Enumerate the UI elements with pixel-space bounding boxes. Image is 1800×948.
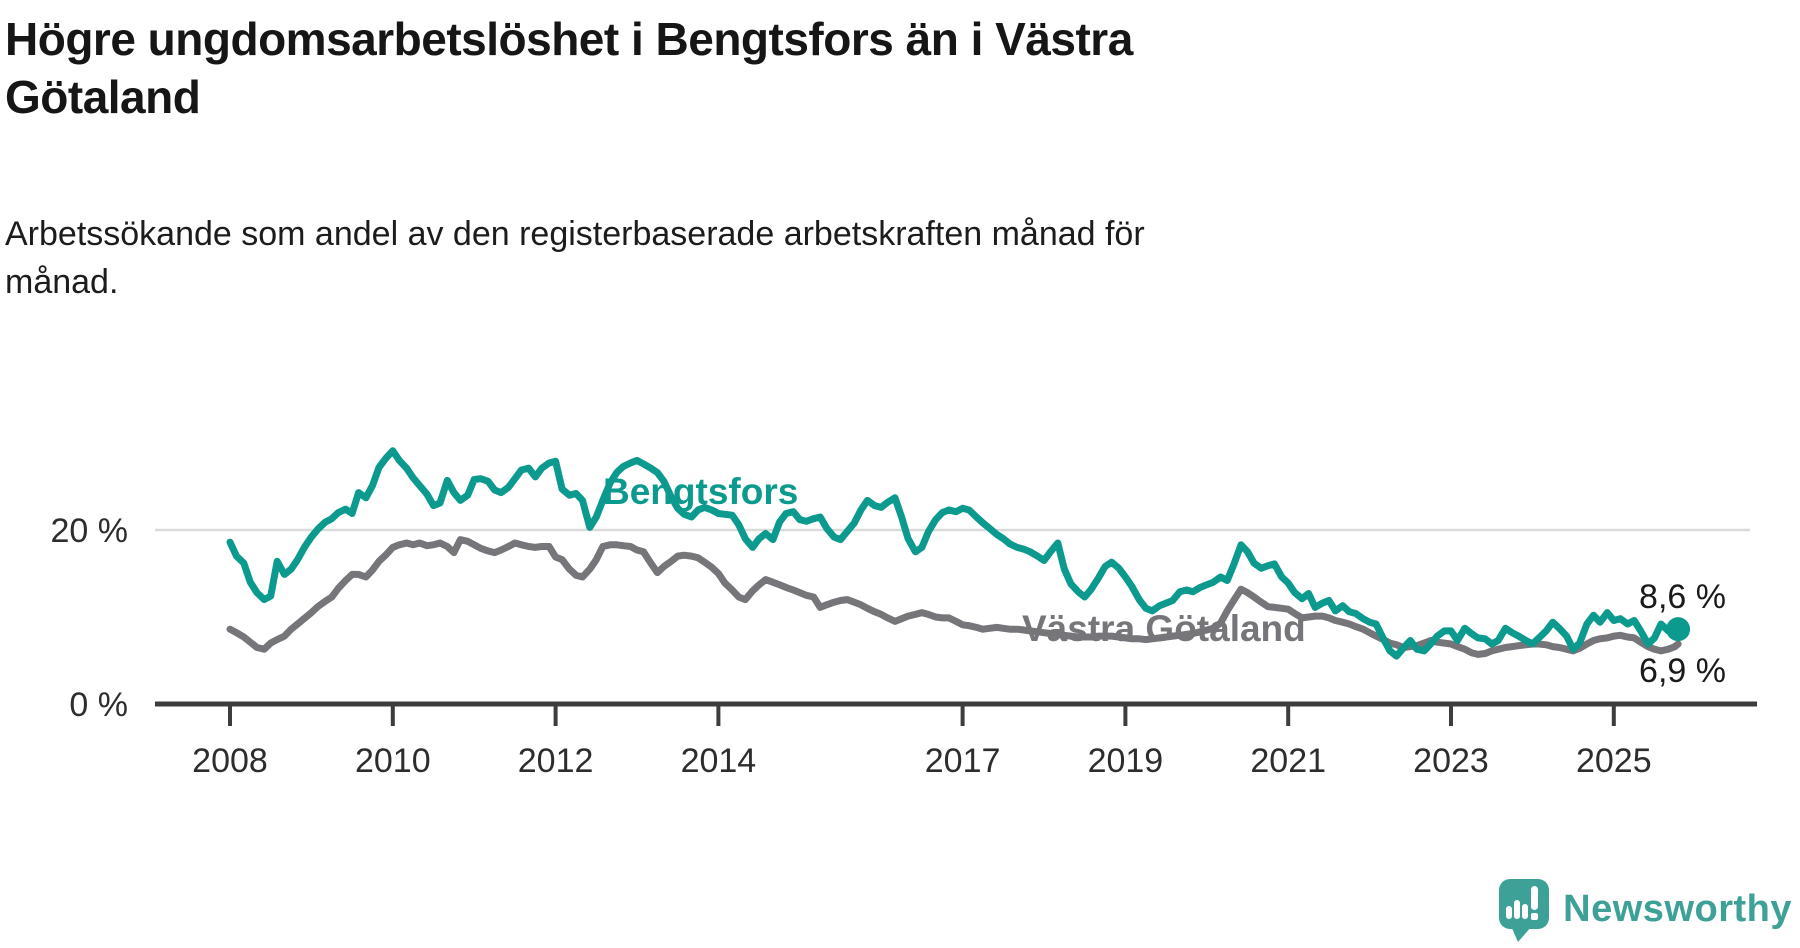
newsworthy-logo: Newsworthy xyxy=(1498,876,1792,942)
newsworthy-speech-bubble-bar-chart-icon xyxy=(1499,879,1550,942)
series-label-bengtsfors: Bengtsfors xyxy=(603,471,798,512)
end-value-label-bengtsfors: 8,6 % xyxy=(1639,578,1726,616)
x-tick-label-2008: 2008 xyxy=(192,742,268,780)
logo-bar-tall xyxy=(1522,904,1529,919)
page-title-line-2: Götaland xyxy=(5,71,201,123)
x-tick-label-2017: 2017 xyxy=(925,742,1001,780)
x-tick-label-2019: 2019 xyxy=(1088,742,1164,780)
y-tick-label-20: 20 % xyxy=(51,512,129,550)
series-label-v-stra-g-taland: Västra Götaland xyxy=(1022,608,1306,649)
x-tick-label-2023: 2023 xyxy=(1413,742,1489,780)
x-tick-label-2021: 2021 xyxy=(1250,742,1326,780)
logo-bar-small xyxy=(1506,906,1513,919)
y-tick-label-0: 0 % xyxy=(69,686,128,724)
page-subtitle-line-2: månad. xyxy=(5,263,119,301)
logo-exclamation-dot xyxy=(1531,913,1539,920)
series-line-v-stra-g-taland xyxy=(226,536,1682,658)
series-line-bengtsfors xyxy=(226,447,1682,660)
page-title: Högre ungdomsarbetslöshet i Bengtsfors ä… xyxy=(5,10,1133,126)
page-subtitle: Arbetssökande som andel av den registerb… xyxy=(5,210,1145,306)
x-tick-label-2014: 2014 xyxy=(681,742,757,780)
page-subtitle-line-1: Arbetssökande som andel av den registerb… xyxy=(5,215,1145,253)
end-value-label-v-stra-g-taland: 6,9 % xyxy=(1639,652,1726,690)
x-tick-label-2012: 2012 xyxy=(518,742,594,780)
logo-bar-medium xyxy=(1514,900,1521,919)
x-tick-label-2010: 2010 xyxy=(355,742,431,780)
x-tick-label-2025: 2025 xyxy=(1576,742,1652,780)
page-title-line-1: Högre ungdomsarbetslöshet i Bengtsfors ä… xyxy=(5,13,1133,65)
logo-exclamation-stem xyxy=(1531,886,1539,910)
series-end-dot xyxy=(1666,617,1691,642)
newsworthy-logo-text: Newsworthy xyxy=(1563,887,1792,930)
